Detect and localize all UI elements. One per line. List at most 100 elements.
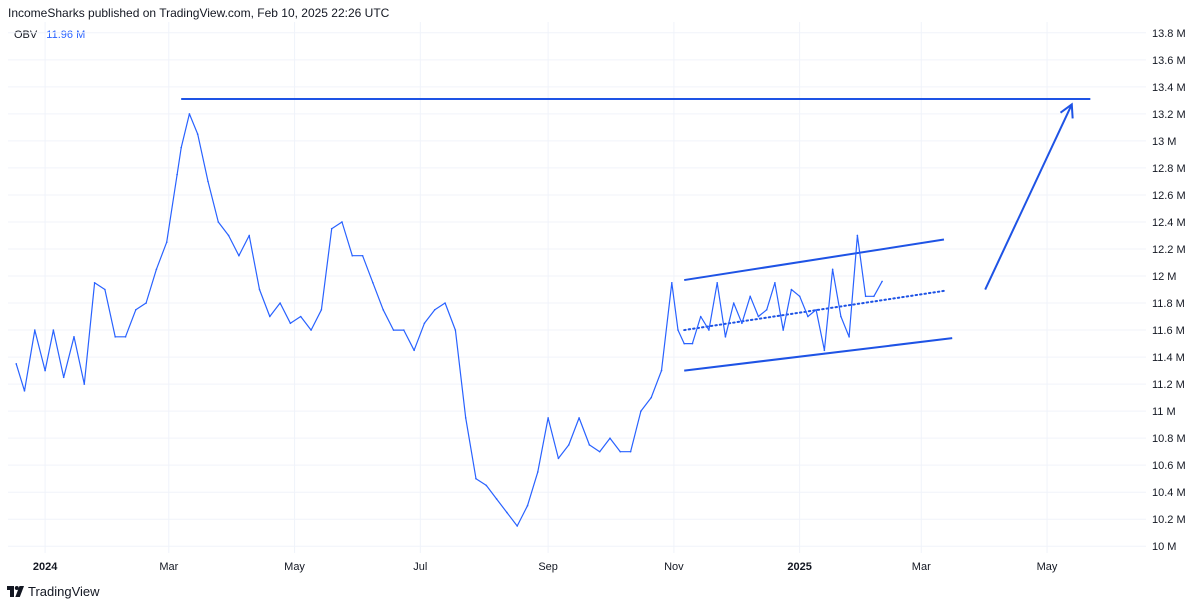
obv-point <box>423 322 426 325</box>
x-axis[interactable]: 2024 Mar May Jul Sep Nov 2025 Mar May <box>33 561 1058 573</box>
obv-point <box>749 295 751 298</box>
y-tick-label: 11.4 M <box>1152 352 1185 364</box>
y-tick-label: 11.8 M <box>1152 298 1185 310</box>
obv-point <box>330 227 333 230</box>
obv-point <box>320 308 323 311</box>
obv-point <box>840 315 842 318</box>
obv-point <box>619 450 622 453</box>
obv-point <box>495 498 498 500</box>
obv-point <box>114 336 117 338</box>
obv-point <box>774 281 776 284</box>
obv-point <box>196 133 199 135</box>
obv-point <box>464 417 467 419</box>
obv-point <box>660 369 663 372</box>
y-tick-label: 12.2 M <box>1152 244 1186 256</box>
obv-point <box>403 329 405 331</box>
drawings[interactable] <box>181 98 1091 372</box>
obv-point <box>732 302 735 304</box>
obv-point <box>413 349 415 352</box>
obv-point <box>207 180 209 183</box>
y-tick-label: 10.6 M <box>1152 460 1186 472</box>
x-tick-label: Mar <box>159 561 178 573</box>
obv-point <box>433 308 436 311</box>
y-tick-label: 13.6 M <box>1152 55 1186 67</box>
obv-point <box>537 471 539 473</box>
y-tick-label: 10.8 M <box>1152 433 1186 445</box>
channel-upper-line[interactable] <box>684 238 945 282</box>
obv-point <box>52 329 55 331</box>
arrow-head-icon <box>1059 102 1074 119</box>
obv-point <box>557 457 560 460</box>
obv-point <box>757 315 760 318</box>
obv-point <box>44 369 46 372</box>
y-tick-label: 10 M <box>1152 541 1176 553</box>
obv-point <box>629 450 632 453</box>
x-tick-label: 2025 <box>787 561 811 573</box>
obv-point <box>671 281 673 284</box>
obv-point <box>299 315 302 318</box>
y-tick-label: 12 M <box>1152 271 1176 283</box>
obv-point <box>677 329 679 331</box>
y-tick-label: 12.6 M <box>1152 190 1186 202</box>
obv-point <box>864 295 867 298</box>
obv-point <box>823 349 826 352</box>
obv-point <box>34 329 36 331</box>
obv-point <box>351 254 354 257</box>
obv-point <box>145 302 147 304</box>
obv-point <box>650 396 653 399</box>
y-tick-label: 12.4 M <box>1152 217 1186 229</box>
obv-point <box>609 437 611 439</box>
obv-point <box>485 484 488 487</box>
obv-point <box>165 241 168 244</box>
obv-point <box>815 308 817 311</box>
obv-point <box>372 281 374 284</box>
series <box>15 113 883 527</box>
obv-point <box>475 477 477 480</box>
obv-point <box>444 302 446 304</box>
y-tick-label: 12.8 M <box>1152 163 1186 175</box>
obv-point <box>124 336 127 338</box>
x-tick-label: Nov <box>664 561 684 573</box>
obv-point <box>640 410 642 412</box>
obv-point <box>392 329 395 331</box>
channel-midline[interactable] <box>683 289 945 332</box>
obv-point <box>526 504 529 507</box>
obv-point <box>567 444 570 446</box>
obv-point <box>699 315 702 318</box>
indicator-legend[interactable]: OBV 11.96 M <box>14 29 85 41</box>
channel-lower-line[interactable] <box>684 337 953 372</box>
target-arrow[interactable] <box>984 103 1073 290</box>
obv-point <box>831 268 834 271</box>
obv-point <box>93 281 96 284</box>
obv-point <box>73 336 75 338</box>
obv-point <box>382 308 385 311</box>
obv-point <box>361 254 364 257</box>
obv-point <box>227 234 230 237</box>
obv-point <box>598 450 601 453</box>
obv-point <box>269 315 271 318</box>
obv-point <box>765 308 768 311</box>
x-tick-label: Sep <box>538 561 558 573</box>
y-tick-label: 11.6 M <box>1152 325 1185 337</box>
publisher-caption: IncomeSharks published on TradingView.co… <box>8 6 390 20</box>
obv-point <box>588 444 591 446</box>
tradingview-brand[interactable]: TradingView <box>7 584 100 599</box>
obv-point <box>454 329 457 331</box>
tradingview-logo-icon <box>7 586 24 597</box>
obv-point <box>873 295 875 298</box>
obv-point <box>62 376 65 379</box>
obv-point <box>724 336 727 338</box>
y-tick-label: 11.2 M <box>1152 379 1185 391</box>
obv-point <box>176 173 178 176</box>
obv-point <box>807 315 809 318</box>
y-axis[interactable]: 10 M 10.2 M 10.4 M 10.6 M 10.8 M 11 M 11.2 M 11… <box>1152 28 1186 553</box>
obv-point <box>248 234 251 237</box>
obv-point <box>506 511 508 514</box>
y-tick-label: 10.2 M <box>1152 514 1186 526</box>
obv-point <box>798 295 801 298</box>
obv-point <box>258 288 261 291</box>
grid <box>8 22 1146 553</box>
obv-point <box>104 288 106 291</box>
brand-name: TradingView <box>28 584 100 599</box>
